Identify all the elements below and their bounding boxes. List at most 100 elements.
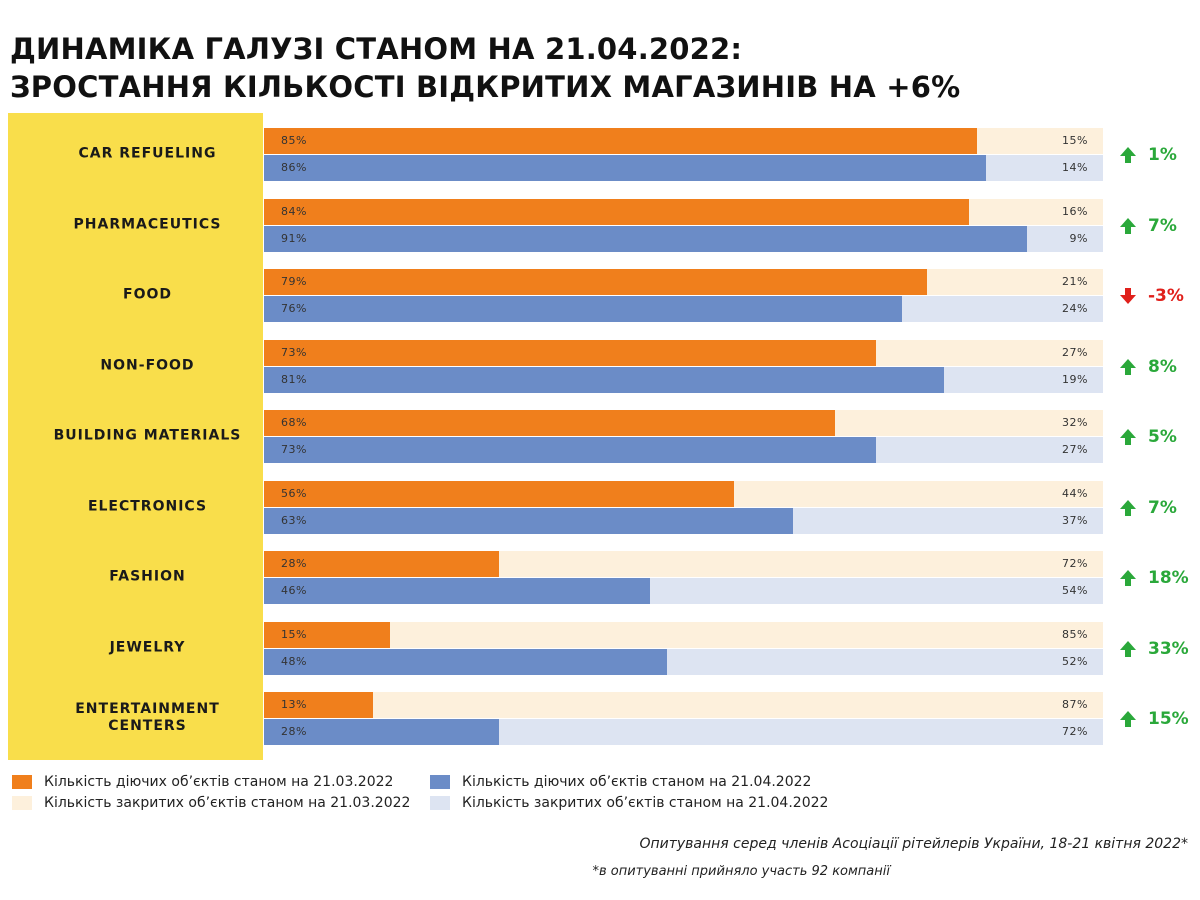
bar <box>264 480 734 507</box>
change-label: -3% <box>1148 286 1184 306</box>
bar <box>264 155 986 181</box>
change-label: 7% <box>1148 497 1177 518</box>
value-label: 68% <box>281 416 307 429</box>
legend-label: Кількість закритих об’єктів станом на 21… <box>462 795 829 811</box>
change-arrow <box>1119 217 1137 235</box>
category-label: ENTERTAINMENT CENTERS <box>75 701 220 734</box>
value-label: 86% <box>281 161 307 174</box>
category-label: ELECTRONICS <box>87 498 208 514</box>
value-label: 72% <box>1062 557 1088 570</box>
value-label: 54% <box>1062 584 1088 597</box>
bar <box>264 128 978 154</box>
bar <box>264 296 902 322</box>
bar <box>264 225 1028 252</box>
change-arrow <box>1119 358 1137 376</box>
bar <box>926 269 1103 295</box>
bar <box>264 578 650 604</box>
change-label: 15% <box>1148 709 1189 729</box>
bar <box>264 366 944 393</box>
change-label: 1% <box>1148 145 1177 165</box>
category-panel <box>8 113 263 760</box>
bar <box>498 719 1103 745</box>
bar <box>264 410 835 436</box>
value-label: 9% <box>1069 231 1088 245</box>
value-label: 28% <box>281 557 307 570</box>
value-label: 85% <box>281 134 307 147</box>
chart-title: ДИНАМІКА ГАЛУЗІ СТАНОМ НА 21.04.2022: <box>10 32 743 66</box>
change-label: 8% <box>1148 356 1177 377</box>
value-label: 15% <box>281 627 307 641</box>
category-label: CAR REFUELING <box>78 145 217 162</box>
source-note: Опитування серед членів Асоціації рітейл… <box>639 836 1188 852</box>
bar <box>876 437 1103 463</box>
value-label: 91% <box>281 231 307 245</box>
value-label: 13% <box>281 698 307 711</box>
bar <box>373 692 1103 718</box>
legend-label: Кількість діючих об’єктів станом на 21.0… <box>44 774 394 790</box>
value-label: 15% <box>1062 134 1088 147</box>
change-arrow <box>1119 428 1137 446</box>
chart-title: ЗРОСТАННЯ КІЛЬКОСТІ ВІДКРИТИХ МАГАЗИНІВ … <box>10 70 961 104</box>
value-label: 21% <box>1062 275 1088 288</box>
bar <box>876 339 1103 366</box>
value-label: 63% <box>281 513 307 527</box>
value-label: 56% <box>281 486 307 500</box>
legend-label: Кількість закритих об’єктів станом на 21… <box>44 795 411 811</box>
bar <box>264 648 667 675</box>
bar <box>943 366 1103 393</box>
change-arrow <box>1119 499 1137 517</box>
legend-swatch <box>430 775 450 789</box>
value-label: 72% <box>1062 725 1088 738</box>
value-label: 19% <box>1062 372 1088 386</box>
bar <box>264 551 499 577</box>
change-arrow <box>1119 146 1137 164</box>
bar <box>985 155 1103 181</box>
value-label: 28% <box>281 725 307 738</box>
change-label: 18% <box>1148 568 1189 588</box>
bar <box>649 578 1103 604</box>
change-arrow <box>1119 569 1137 587</box>
value-label: 14% <box>1062 161 1088 174</box>
change-arrow <box>1119 640 1137 658</box>
value-label: 27% <box>1062 443 1088 456</box>
legend-label: Кількість діючих об’єктів станом на 21.0… <box>462 774 812 790</box>
legend-swatch <box>430 796 450 810</box>
value-label: 79% <box>281 275 307 288</box>
legend-swatch <box>12 775 32 789</box>
bar <box>264 269 927 295</box>
value-label: 48% <box>281 654 307 668</box>
legend-swatch <box>12 796 32 810</box>
bar <box>977 128 1103 154</box>
value-label: 85% <box>1062 627 1088 641</box>
category-label: FASHION <box>109 568 186 585</box>
footnote: *в опитуванні прийняло участь 92 компані… <box>592 864 890 879</box>
bar <box>264 719 499 745</box>
change-arrow <box>1119 710 1137 728</box>
value-label: 87% <box>1062 698 1088 711</box>
change-label: 5% <box>1148 427 1177 447</box>
bar <box>666 648 1103 675</box>
category-label: PHARMACEUTICS <box>73 216 222 232</box>
value-label: 44% <box>1062 486 1088 500</box>
category-label: JEWELRY <box>109 639 186 655</box>
bar <box>498 551 1103 577</box>
value-label: 73% <box>281 345 307 359</box>
value-label: 81% <box>281 372 307 386</box>
bar <box>901 296 1103 322</box>
bar <box>733 480 1103 507</box>
value-label: 27% <box>1062 345 1088 359</box>
bar <box>264 692 374 718</box>
bar <box>389 621 1103 648</box>
bar <box>264 437 877 463</box>
value-label: 52% <box>1062 654 1088 668</box>
category-label: BUILDING MATERIALS <box>53 427 242 444</box>
bar <box>968 198 1103 225</box>
value-label: 37% <box>1062 513 1088 527</box>
value-label: 24% <box>1062 302 1088 315</box>
value-label: 76% <box>281 302 307 315</box>
value-label: 32% <box>1062 416 1088 429</box>
bar <box>834 410 1103 436</box>
value-label: 73% <box>281 443 307 456</box>
value-label: 84% <box>281 204 307 218</box>
bar <box>264 621 390 648</box>
